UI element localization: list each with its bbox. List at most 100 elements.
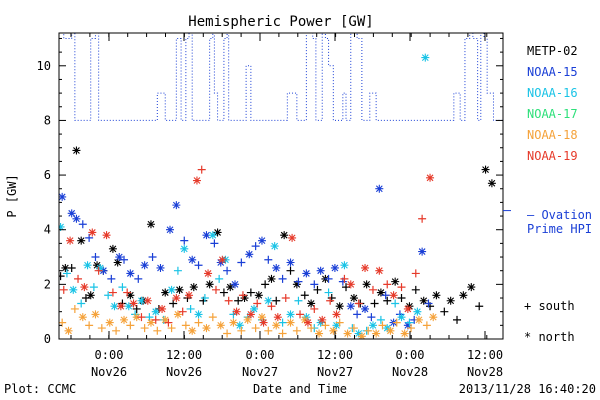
data-point-north bbox=[391, 277, 400, 286]
data-point-north bbox=[158, 304, 167, 313]
y-tick-label: 0 bbox=[44, 332, 51, 346]
data-point-south bbox=[251, 324, 260, 333]
plot-area bbox=[59, 33, 503, 339]
data-point-south bbox=[392, 318, 401, 327]
data-point-north bbox=[185, 291, 194, 300]
data-point-south bbox=[376, 315, 385, 324]
data-point-north bbox=[204, 269, 213, 278]
data-point-north bbox=[459, 291, 468, 300]
data-point-north bbox=[343, 329, 352, 338]
data-point-north bbox=[361, 263, 370, 272]
data-point-north bbox=[120, 315, 129, 324]
data-point-north bbox=[405, 302, 414, 311]
y-tick-label: 2 bbox=[44, 277, 51, 291]
y-axis-ticks: 0 2 4 6 8 10 bbox=[37, 37, 503, 346]
data-point-south bbox=[340, 274, 349, 283]
data-point-south bbox=[234, 296, 243, 305]
y-tick-label: 4 bbox=[44, 223, 51, 237]
data-point-south bbox=[104, 291, 113, 300]
data-point-north bbox=[272, 263, 281, 272]
data-point-south bbox=[349, 324, 358, 333]
data-point-south bbox=[74, 274, 83, 283]
data-point-south bbox=[286, 266, 295, 275]
data-point-north bbox=[335, 302, 344, 311]
data-point-south bbox=[391, 299, 400, 308]
data-point-north bbox=[126, 291, 135, 300]
data-point-south bbox=[381, 291, 390, 300]
data-point-north bbox=[243, 315, 252, 324]
legend-entry-noaa-19: NOAA-19 bbox=[527, 149, 578, 163]
data-point-south bbox=[180, 236, 189, 245]
data-point-south bbox=[453, 315, 462, 324]
legend-entry-metp-02: METP-02 bbox=[527, 44, 578, 58]
y-tick-label: 6 bbox=[44, 168, 51, 182]
data-point-north bbox=[208, 231, 217, 240]
data-point-north bbox=[86, 291, 95, 300]
data-point-north bbox=[292, 280, 301, 289]
data-point-north bbox=[229, 318, 238, 327]
data-point-south bbox=[178, 307, 187, 316]
data-point-north bbox=[161, 315, 170, 324]
data-point-north bbox=[346, 302, 355, 311]
data-point-north bbox=[286, 310, 295, 319]
data-point-north bbox=[213, 228, 222, 237]
data-point-north bbox=[240, 294, 249, 303]
data-point-north bbox=[270, 242, 279, 251]
data-point-north bbox=[59, 192, 67, 201]
data-point-south bbox=[67, 263, 76, 272]
data-point-south bbox=[378, 321, 387, 330]
data-point-north bbox=[80, 283, 89, 292]
data-point-north bbox=[83, 261, 92, 270]
data-point-south bbox=[440, 307, 449, 316]
data-point-north bbox=[414, 315, 423, 324]
legend-entry-noaa-16: NOAA-16 bbox=[527, 86, 578, 100]
data-point-south bbox=[264, 326, 273, 335]
data-point-north bbox=[105, 318, 114, 327]
data-point-north bbox=[143, 296, 152, 305]
data-point-north bbox=[254, 291, 263, 300]
y-axis-label: P [GW] bbox=[5, 174, 19, 217]
data-point-south bbox=[140, 324, 149, 333]
data-point-north bbox=[192, 176, 201, 185]
data-point-south bbox=[210, 239, 219, 248]
ovation-label-line: – Ovation bbox=[527, 208, 592, 222]
ovation-label-line: Prime HPI bbox=[527, 222, 592, 236]
data-point-north bbox=[332, 321, 341, 330]
data-point-north bbox=[137, 296, 146, 305]
data-point-south bbox=[294, 296, 303, 305]
data-point-south bbox=[237, 326, 246, 335]
data-point-north bbox=[172, 201, 181, 210]
data-point-north bbox=[235, 321, 244, 330]
data-point-north bbox=[272, 321, 281, 330]
data-point-north bbox=[346, 280, 355, 289]
data-point-north bbox=[361, 304, 370, 313]
data-point-north bbox=[426, 173, 435, 182]
data-point-north bbox=[273, 313, 282, 322]
x-tick-time-label: 0:00 bbox=[95, 348, 124, 362]
data-point-north bbox=[245, 250, 254, 259]
data-point-south bbox=[368, 285, 377, 294]
x-tick-time-label: 12:00 bbox=[317, 348, 353, 362]
data-point-south bbox=[278, 318, 287, 327]
data-point-north bbox=[429, 313, 438, 322]
data-point-north bbox=[64, 326, 73, 335]
data-point-north bbox=[124, 302, 133, 311]
data-point-north bbox=[115, 253, 124, 262]
data-point-south bbox=[253, 299, 262, 308]
data-point-south bbox=[310, 304, 319, 313]
data-point-south bbox=[292, 326, 301, 335]
data-point-north bbox=[267, 274, 276, 283]
data-point-north bbox=[264, 296, 273, 305]
symbol-legend-south: + south bbox=[524, 299, 575, 313]
data-point-north bbox=[302, 269, 311, 278]
data-point-south bbox=[215, 274, 224, 283]
data-point-south bbox=[134, 274, 143, 283]
data-point-south bbox=[238, 291, 247, 300]
data-point-north bbox=[61, 263, 70, 272]
data-point-south bbox=[411, 269, 420, 278]
data-point-south bbox=[91, 253, 100, 262]
data-point-north bbox=[368, 321, 377, 330]
data-point-north bbox=[403, 321, 412, 330]
